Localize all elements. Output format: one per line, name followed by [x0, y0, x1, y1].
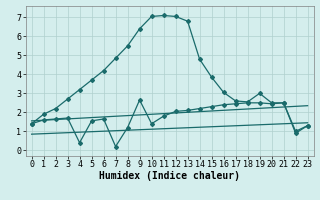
X-axis label: Humidex (Indice chaleur): Humidex (Indice chaleur) — [99, 171, 240, 181]
